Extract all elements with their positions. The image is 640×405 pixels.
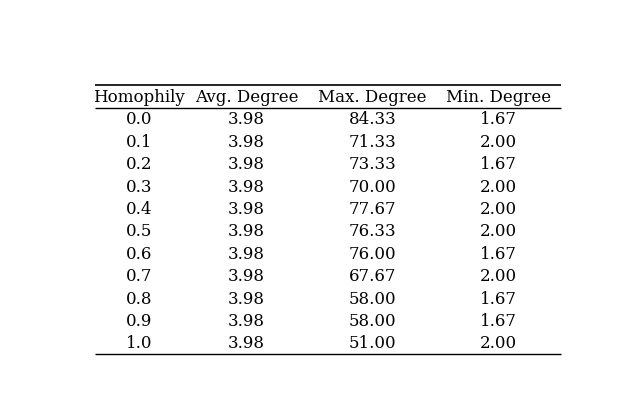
Text: 2.00: 2.00 bbox=[479, 178, 516, 195]
Text: 3.98: 3.98 bbox=[228, 223, 265, 240]
Text: 0.3: 0.3 bbox=[126, 178, 152, 195]
Text: 3.98: 3.98 bbox=[228, 245, 265, 262]
Text: 71.33: 71.33 bbox=[348, 133, 396, 150]
Text: 3.98: 3.98 bbox=[228, 268, 265, 284]
Text: 0.7: 0.7 bbox=[126, 268, 152, 284]
Text: 2.00: 2.00 bbox=[479, 200, 516, 217]
Text: 3.98: 3.98 bbox=[228, 156, 265, 173]
Text: 0.4: 0.4 bbox=[126, 200, 152, 217]
Text: 0.5: 0.5 bbox=[126, 223, 152, 240]
Text: 2.00: 2.00 bbox=[479, 268, 516, 284]
Text: 3.98: 3.98 bbox=[228, 312, 265, 329]
Text: 1.67: 1.67 bbox=[479, 245, 516, 262]
Text: 0.9: 0.9 bbox=[126, 312, 152, 329]
Text: 1.67: 1.67 bbox=[479, 111, 516, 128]
Text: 0.0: 0.0 bbox=[126, 111, 152, 128]
Text: 76.00: 76.00 bbox=[349, 245, 396, 262]
Text: 3.98: 3.98 bbox=[228, 111, 265, 128]
Text: 76.33: 76.33 bbox=[349, 223, 396, 240]
Text: 2.00: 2.00 bbox=[479, 335, 516, 352]
Text: 73.33: 73.33 bbox=[348, 156, 396, 173]
Text: 70.00: 70.00 bbox=[348, 178, 396, 195]
Text: 1.67: 1.67 bbox=[479, 156, 516, 173]
Text: Max. Degree: Max. Degree bbox=[318, 89, 426, 106]
Text: Homophily: Homophily bbox=[93, 89, 185, 106]
Text: Avg. Degree: Avg. Degree bbox=[195, 89, 298, 106]
Text: 3.98: 3.98 bbox=[228, 178, 265, 195]
Text: 77.67: 77.67 bbox=[349, 200, 396, 217]
Text: 3.98: 3.98 bbox=[228, 200, 265, 217]
Text: 3.98: 3.98 bbox=[228, 290, 265, 307]
Text: 84.33: 84.33 bbox=[348, 111, 396, 128]
Text: 51.00: 51.00 bbox=[349, 335, 396, 352]
Text: 3.98: 3.98 bbox=[228, 335, 265, 352]
Text: 2.00: 2.00 bbox=[479, 223, 516, 240]
Text: 3.98: 3.98 bbox=[228, 133, 265, 150]
Text: 0.2: 0.2 bbox=[126, 156, 152, 173]
Text: 58.00: 58.00 bbox=[349, 290, 396, 307]
Text: 1.0: 1.0 bbox=[126, 335, 152, 352]
Text: 67.67: 67.67 bbox=[349, 268, 396, 284]
Text: 1.67: 1.67 bbox=[479, 312, 516, 329]
Text: 58.00: 58.00 bbox=[349, 312, 396, 329]
Text: 0.6: 0.6 bbox=[126, 245, 152, 262]
Text: 1.67: 1.67 bbox=[479, 290, 516, 307]
Text: 0.8: 0.8 bbox=[126, 290, 152, 307]
Text: 2.00: 2.00 bbox=[479, 133, 516, 150]
Text: Min. Degree: Min. Degree bbox=[445, 89, 551, 106]
Text: 0.1: 0.1 bbox=[126, 133, 152, 150]
